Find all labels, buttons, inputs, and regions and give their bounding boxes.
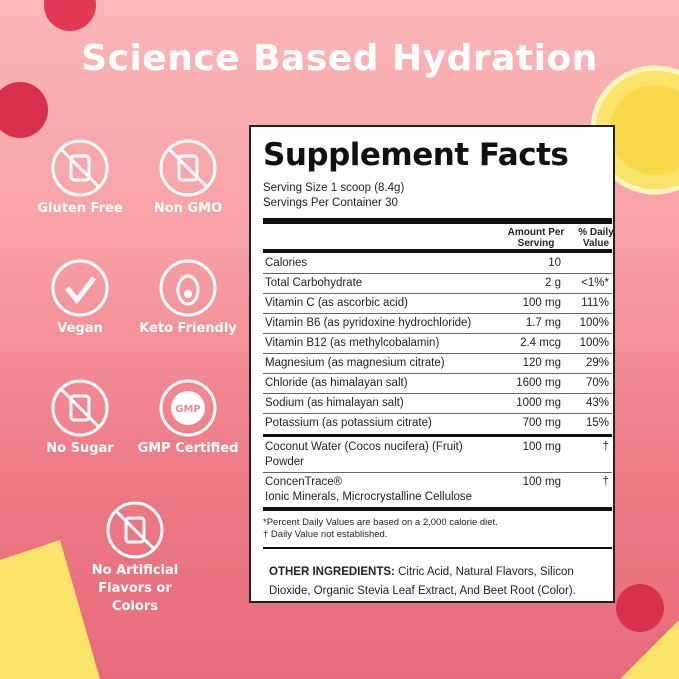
thick-rule: [263, 249, 612, 253]
nutrient-name: Total Carbohydrate: [265, 277, 363, 289]
rule: [263, 413, 612, 414]
daily-value: 43%: [585, 397, 609, 409]
dv-header: % Daily Value: [578, 227, 614, 249]
rule: [263, 333, 612, 334]
rule: [263, 273, 612, 274]
daily-value: 29%: [585, 357, 609, 369]
daily-value: 100%: [579, 337, 609, 349]
amount: 120 mg: [522, 357, 561, 369]
amount: 10: [548, 257, 561, 269]
rule: [263, 472, 612, 473]
thick-rule: [263, 218, 612, 224]
amount: 700 mg: [522, 417, 561, 429]
daily-value: 15%: [585, 417, 609, 429]
nutrient-name: Calories: [265, 257, 308, 269]
amount: 2 g: [545, 277, 561, 289]
nutrient-name: Chloride (as himalayan salt): [265, 377, 408, 389]
panel-title: Supplement Facts: [263, 137, 569, 173]
amount: 100 mg: [522, 476, 561, 488]
nutrient-name: Magnesium (as magnesium citrate): [265, 357, 445, 369]
badge-icon: [51, 139, 109, 197]
rule: [263, 373, 612, 374]
thick-rule: [263, 434, 612, 437]
servings-per-container: Servings Per Container 30: [263, 197, 398, 209]
daily-value: †: [602, 476, 609, 488]
amount: 2.4 mcg: [520, 337, 561, 349]
badge-icon: [159, 259, 217, 317]
nutrient-name: Vitamin B12 (as methylcobalamin): [265, 337, 440, 349]
footnote: † Daily Value not established.: [263, 529, 388, 540]
daily-value: 111%: [581, 297, 609, 309]
rule: [263, 313, 612, 314]
daily-value: 100%: [579, 317, 609, 329]
amount-header: Amount Per Serving: [507, 227, 565, 249]
nutrient-name: Potassium (as potassium citrate): [265, 417, 432, 429]
nutrient-name: ConcenTrace®: [265, 476, 343, 488]
serving-size: Serving Size 1 scoop (8.4g): [263, 182, 405, 194]
daily-value: 70%: [585, 377, 609, 389]
amount: 1600 mg: [516, 377, 561, 389]
svg-text:GMP: GMP: [175, 404, 201, 415]
badge-icon: GMP: [159, 379, 217, 437]
nutrient-name: Vitamin B6 (as pyridoxine hydrochloride): [265, 317, 472, 329]
badge-icon: [106, 501, 164, 559]
amount: 1000 mg: [516, 397, 561, 409]
badge-label: No Sugar: [46, 441, 114, 456]
badge-label: GMP Certified: [137, 441, 239, 456]
badge-icon: [159, 139, 217, 197]
rule: [263, 547, 612, 549]
daily-value: <1%*: [581, 277, 609, 289]
badge-label: Non GMO: [153, 201, 223, 216]
other-ingredients: OTHER INGREDIENTS: Citric Acid, Natural …: [269, 563, 603, 601]
other-ingredients-label: OTHER INGREDIENTS:: [269, 566, 395, 578]
footnote: *Percent Daily Values are based on a 2,0…: [263, 517, 498, 528]
title: Science Based Hydration: [81, 38, 598, 79]
amount: 100 mg: [522, 297, 561, 309]
badge-icon: [51, 259, 109, 317]
other-ingredients-text: Citric Acid, Natural Flavors, Silicon Di…: [269, 566, 576, 597]
nutrient-name: Sodium (as himalayan salt): [265, 397, 404, 409]
badge-label: No Artificial Flavors or Colors: [91, 563, 179, 614]
thick-rule: [263, 507, 612, 511]
badge-label: Vegan: [57, 321, 103, 336]
nutrient-note: Ionic Minerals, Microcrystalline Cellulo…: [265, 491, 473, 503]
nutrient-name: Vitamin C (as ascorbic acid): [265, 297, 408, 309]
rule: [263, 353, 612, 354]
badge-label: Gluten Free: [37, 201, 123, 216]
rule: [263, 393, 612, 394]
badge-label: Keto Friendly: [139, 321, 237, 336]
daily-value: †: [602, 441, 609, 453]
badge-icon: [51, 379, 109, 437]
amount: 1.7 mg: [525, 317, 561, 329]
amount: 100 mg: [522, 441, 561, 453]
rule: [263, 293, 612, 294]
supplement-facts-panel: Supplement Facts Serving Size 1 scoop (8…: [249, 125, 615, 603]
nutrient-name: Coconut Water (Cocos nucifera) (Fruit) P…: [265, 441, 463, 468]
